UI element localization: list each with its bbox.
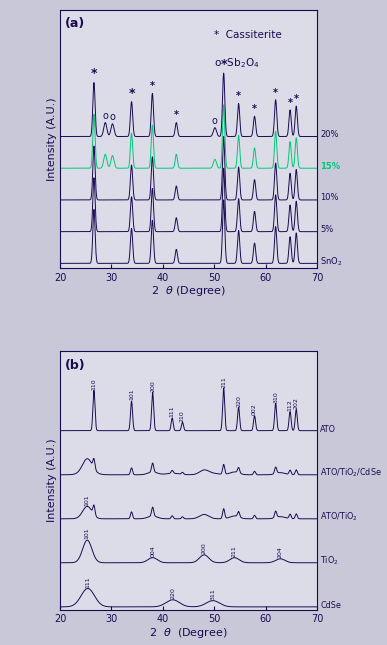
Text: 101: 101 (85, 528, 90, 539)
Text: 112: 112 (288, 399, 293, 411)
Text: 111: 111 (85, 576, 90, 588)
X-axis label: 2  $\theta$ (Degree): 2 $\theta$ (Degree) (151, 284, 226, 299)
Text: 15%: 15% (320, 162, 341, 171)
Text: 10%: 10% (320, 194, 339, 203)
Text: *: * (174, 110, 179, 121)
Text: *: * (288, 98, 293, 108)
Text: 200: 200 (202, 542, 207, 554)
Text: *: * (221, 58, 227, 71)
Text: 220: 220 (170, 588, 175, 599)
Text: 110: 110 (91, 378, 96, 390)
Text: o: o (102, 111, 108, 121)
Text: *: * (91, 68, 97, 81)
Text: (a): (a) (65, 17, 86, 30)
Text: *  Cassiterite: * Cassiterite (214, 30, 282, 41)
Y-axis label: Intensity (A.U.): Intensity (A.U.) (47, 97, 57, 181)
Text: 20%: 20% (320, 130, 339, 139)
X-axis label: 2  $\theta$  (Degree): 2 $\theta$ (Degree) (149, 626, 228, 640)
Y-axis label: Intensity (A.U.): Intensity (A.U.) (47, 439, 57, 522)
Text: *: * (294, 94, 299, 104)
Text: 5%: 5% (320, 225, 334, 234)
Text: ATO/TiO$_2$/CdSe: ATO/TiO$_2$/CdSe (320, 467, 382, 479)
Text: 210: 210 (180, 410, 185, 422)
Text: o  Sb$_2$O$_4$: o Sb$_2$O$_4$ (214, 56, 260, 70)
Text: *: * (128, 86, 135, 99)
Text: 202: 202 (294, 397, 299, 409)
Text: 204: 204 (278, 546, 283, 558)
Text: 101: 101 (129, 389, 134, 401)
Text: 311: 311 (211, 588, 215, 600)
Text: CdSe: CdSe (320, 600, 341, 610)
Text: 211: 211 (232, 545, 237, 557)
Text: 002: 002 (252, 404, 257, 415)
Text: 101: 101 (85, 494, 90, 506)
Text: ATO/TiO$_2$: ATO/TiO$_2$ (320, 511, 358, 523)
Text: o: o (212, 116, 218, 126)
Text: TiO$_2$: TiO$_2$ (320, 555, 339, 568)
Text: SnO$_2$: SnO$_2$ (320, 255, 343, 268)
Text: 111: 111 (170, 406, 175, 417)
Text: ATO: ATO (320, 424, 336, 433)
Text: o: o (110, 112, 115, 123)
Text: *: * (252, 104, 257, 114)
Text: (b): (b) (65, 359, 86, 372)
Text: 220: 220 (236, 395, 241, 407)
Text: 211: 211 (221, 376, 226, 388)
Text: *: * (273, 88, 278, 97)
Text: 004: 004 (150, 545, 155, 557)
Text: *: * (150, 81, 155, 92)
Text: 310: 310 (273, 391, 278, 402)
Text: 200: 200 (150, 380, 155, 392)
Text: *: * (236, 92, 241, 101)
